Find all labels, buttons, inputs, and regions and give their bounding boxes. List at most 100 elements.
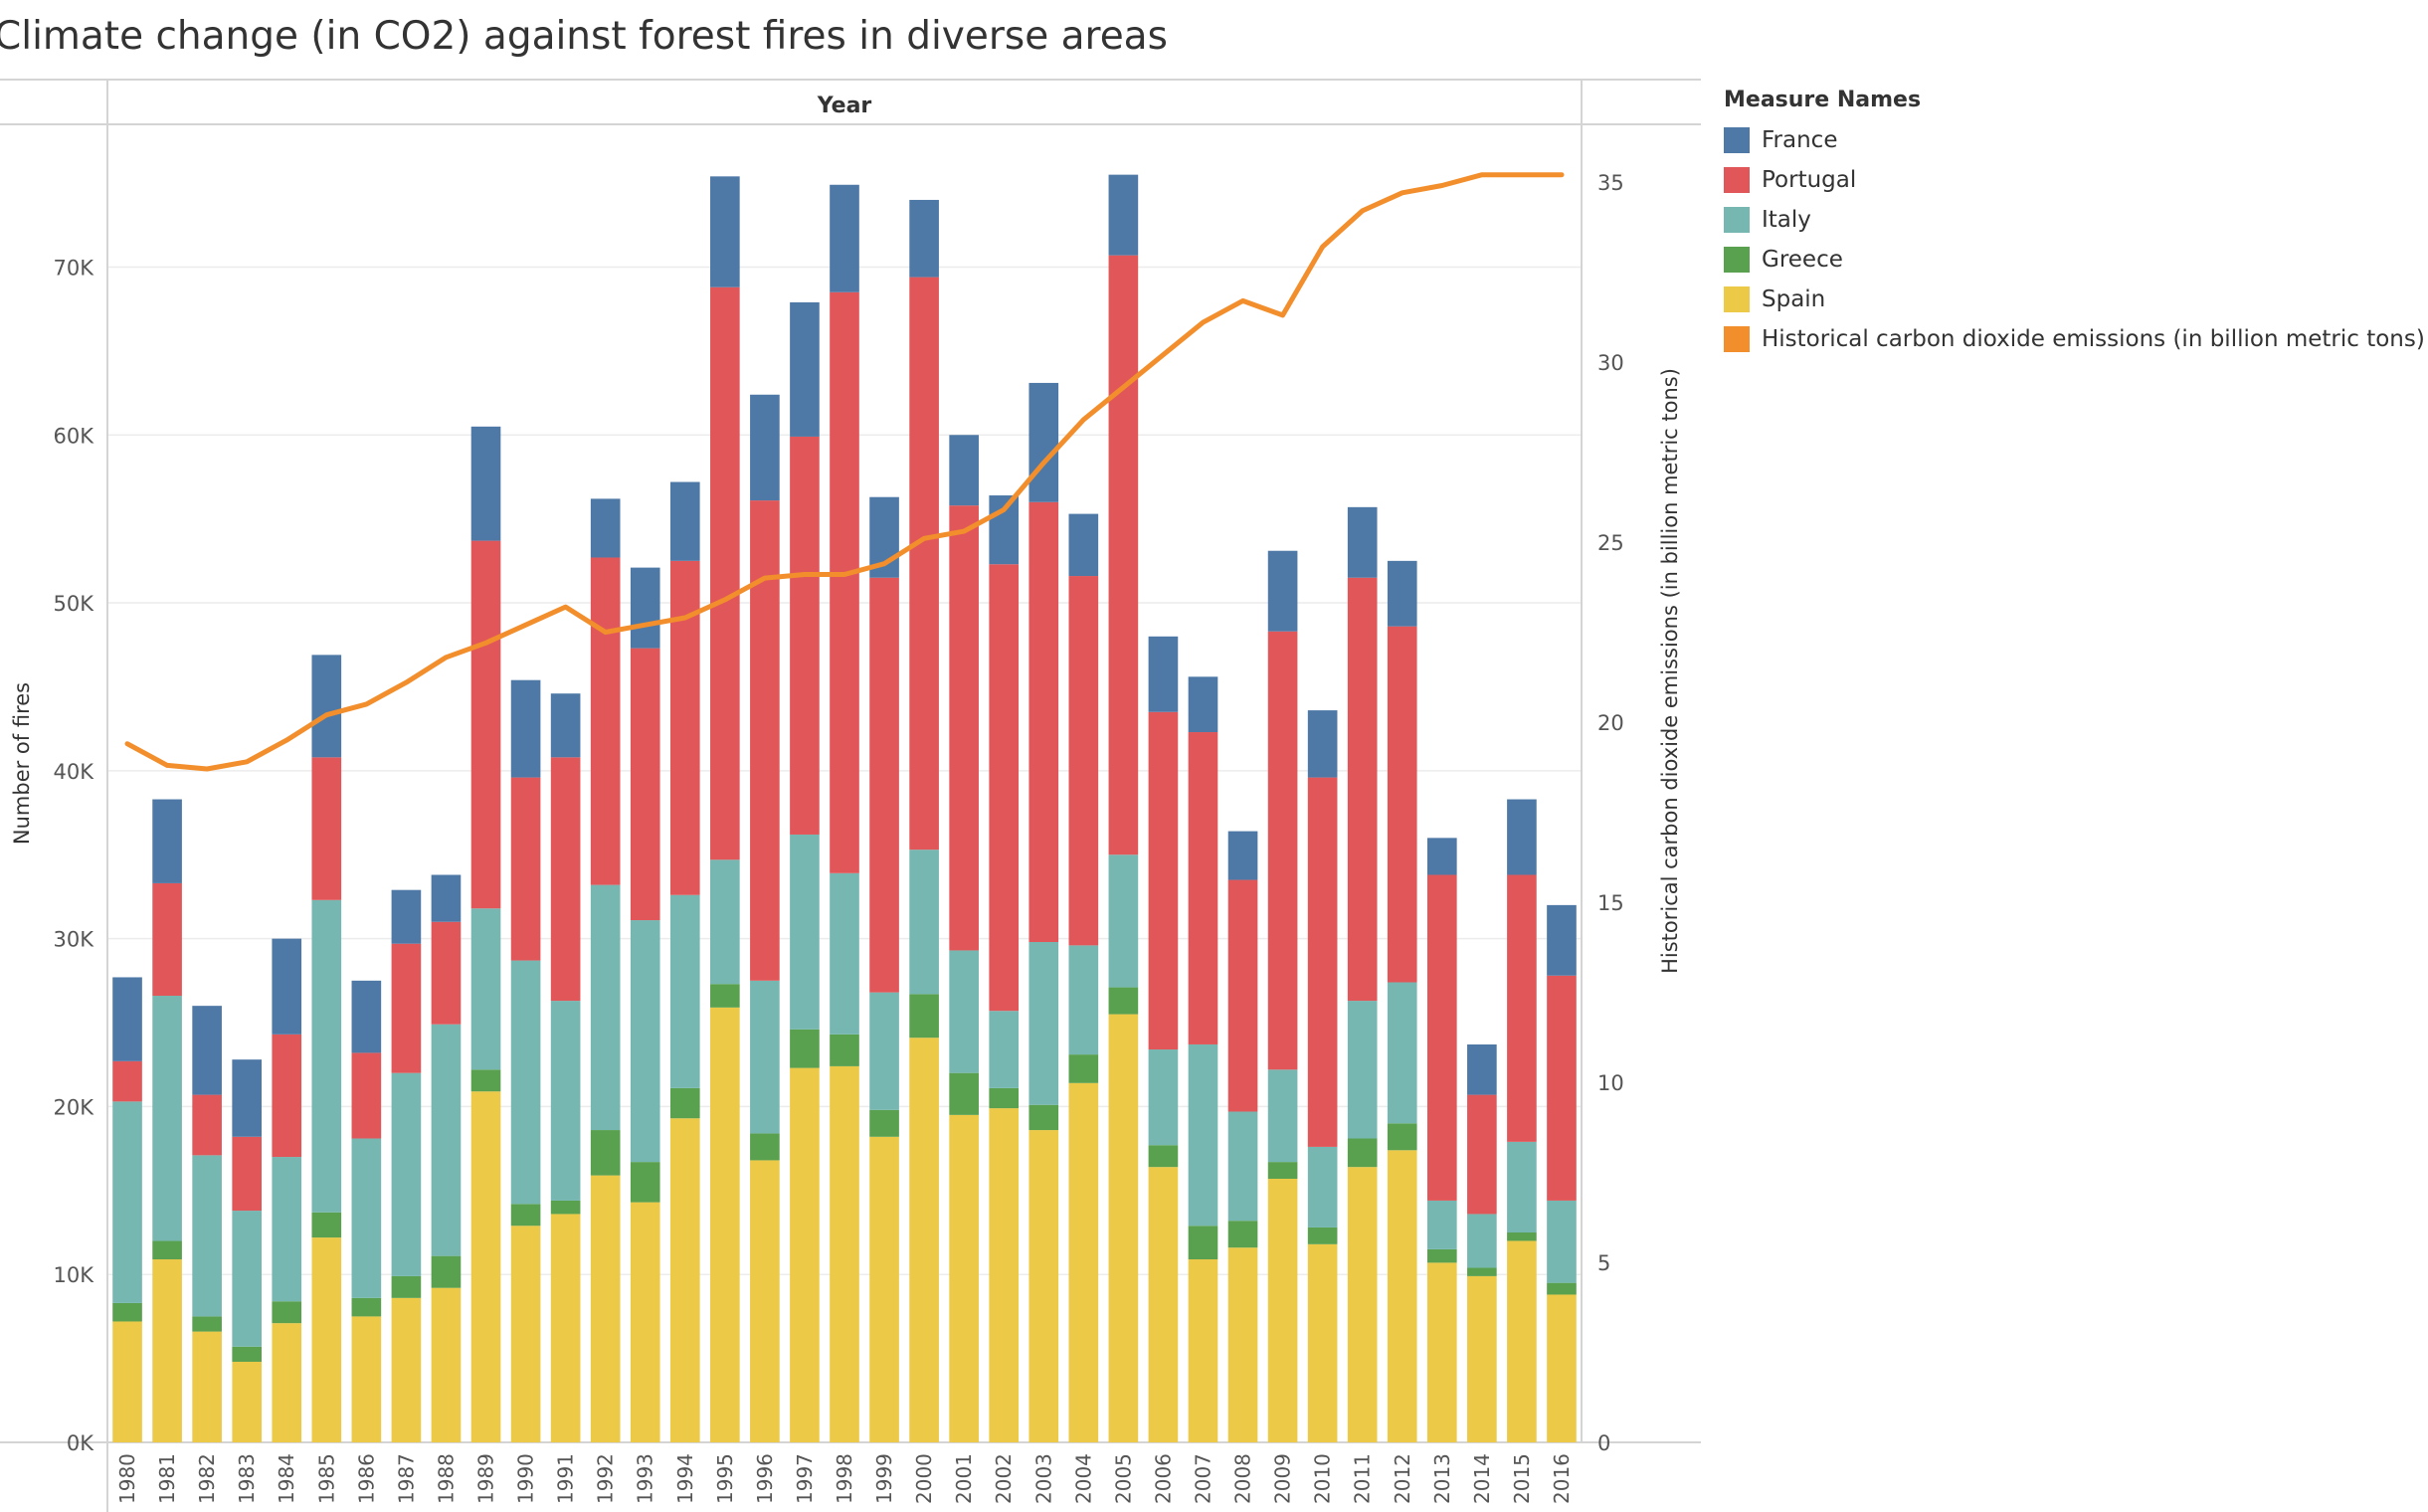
bar-portugal-1993 — [630, 648, 660, 921]
legend-swatch — [1724, 326, 1750, 352]
bar-france-1984 — [272, 938, 302, 1035]
legend-swatch — [1724, 247, 1750, 273]
bar-portugal-2013 — [1426, 874, 1457, 1201]
bar-greece-2000 — [909, 994, 939, 1039]
y2-tick-label: 20 — [1597, 711, 1624, 735]
x-tick-label: 1992 — [594, 1453, 618, 1504]
bar-france-2006 — [1148, 636, 1179, 712]
bar-greece-1999 — [869, 1109, 899, 1137]
bar-france-1986 — [351, 980, 382, 1053]
bar-spain-1999 — [869, 1136, 899, 1442]
bar-portugal-2007 — [1188, 732, 1218, 1044]
bar-greece-1983 — [232, 1346, 263, 1362]
bar-france-2005 — [1108, 174, 1139, 256]
bar-spain-1995 — [710, 1007, 740, 1442]
axes: Year 1980 1981 1982 1983 1984 1985 1986 1987 1988… — [10, 94, 1682, 1504]
bar-greece-1989 — [470, 1069, 501, 1092]
bar-greece-2001 — [949, 1072, 979, 1115]
legend-item[interactable]: Portugal — [1724, 160, 2425, 200]
bar-greece-2008 — [1227, 1221, 1258, 1248]
x-tick-label: 1986 — [354, 1453, 378, 1504]
x-tick-label: 2002 — [992, 1453, 1016, 1504]
bar-france-2000 — [909, 199, 939, 278]
bar-italy-2009 — [1267, 1069, 1298, 1163]
bar-greece-1990 — [510, 1204, 541, 1227]
legend: Measure Names France Portugal Italy Greece S… — [1724, 88, 2425, 359]
legend-item[interactable]: Greece — [1724, 240, 2425, 280]
bar-spain-1992 — [590, 1175, 621, 1442]
bar-greece-1996 — [750, 1133, 780, 1161]
bar-france-1992 — [590, 498, 621, 558]
bar-italy-2001 — [949, 950, 979, 1073]
bar-france-1982 — [192, 1006, 222, 1095]
bar-spain-1996 — [750, 1160, 780, 1442]
bar-portugal-2010 — [1307, 777, 1338, 1147]
bar-france-1987 — [391, 889, 422, 944]
x-tick-label: 2016 — [1550, 1453, 1574, 1504]
bar-spain-2006 — [1148, 1167, 1179, 1442]
bar-spain-2009 — [1267, 1179, 1298, 1442]
x-tick-label: 2008 — [1231, 1453, 1255, 1504]
x-tick-label: 2004 — [1071, 1453, 1095, 1504]
bar-greece-2004 — [1068, 1054, 1099, 1083]
x-tick-label: 1993 — [634, 1453, 657, 1504]
bar-italy-1984 — [272, 1157, 302, 1302]
bar-italy-1995 — [710, 859, 740, 985]
legend-swatch — [1724, 167, 1750, 193]
bar-italy-1994 — [669, 894, 700, 1088]
bar-portugal-1986 — [351, 1052, 382, 1139]
legend-item[interactable]: Spain — [1724, 280, 2425, 319]
bar-portugal-1989 — [470, 540, 501, 909]
bar-italy-2007 — [1188, 1043, 1218, 1227]
legend-label: Historical carbon dioxide emissions (in … — [1762, 326, 2425, 352]
bar-portugal-2004 — [1068, 576, 1099, 946]
bar-portugal-1998 — [830, 291, 859, 873]
bar-italy-2016 — [1547, 1200, 1577, 1283]
legend-swatch — [1724, 207, 1750, 233]
legend-swatch — [1724, 127, 1750, 153]
bar-spain-2015 — [1507, 1240, 1537, 1442]
bar-italy-1996 — [750, 980, 780, 1134]
bar-greece-2016 — [1547, 1282, 1577, 1295]
bar-france-1996 — [750, 394, 780, 501]
bar-greece-2003 — [1028, 1104, 1059, 1131]
bar-france-1997 — [790, 301, 820, 437]
bar-portugal-2015 — [1507, 874, 1537, 1142]
bar-france-2016 — [1547, 904, 1577, 976]
bar-spain-2007 — [1188, 1259, 1218, 1442]
y-axis-title: Number of fires — [10, 682, 34, 845]
bar-italy-1981 — [152, 996, 182, 1241]
bar-greece-1982 — [192, 1316, 222, 1332]
x-tick-label: 2007 — [1191, 1453, 1214, 1504]
bar-portugal-2012 — [1387, 626, 1417, 983]
bar-spain-1990 — [510, 1226, 541, 1442]
bar-greece-2013 — [1426, 1248, 1457, 1263]
bar-france-1990 — [510, 679, 541, 778]
bar-spain-1984 — [272, 1323, 302, 1442]
bar-portugal-1988 — [431, 921, 462, 1025]
bar-portugal-2008 — [1227, 879, 1258, 1112]
bar-spain-2016 — [1547, 1294, 1577, 1442]
bar-greece-2015 — [1507, 1232, 1537, 1241]
bar-france-1985 — [311, 655, 342, 758]
legend-item[interactable]: France — [1724, 120, 2425, 160]
bar-portugal-2005 — [1108, 255, 1139, 855]
x-tick-label: 1998 — [833, 1453, 856, 1504]
bar-spain-1985 — [311, 1237, 342, 1442]
bar-greece-2002 — [989, 1087, 1020, 1109]
bar-portugal-1982 — [192, 1094, 222, 1156]
bar-italy-1980 — [112, 1101, 142, 1303]
bar-spain-1991 — [550, 1214, 581, 1442]
bar-italy-2006 — [1148, 1049, 1179, 1146]
y2-tick-label: 30 — [1597, 351, 1624, 375]
legend-item[interactable]: Italy — [1724, 200, 2425, 240]
bar-italy-2010 — [1307, 1146, 1338, 1228]
x-tick-label: 1980 — [115, 1453, 139, 1504]
bar-italy-2011 — [1347, 1001, 1378, 1139]
x-tick-label: 1991 — [554, 1453, 578, 1504]
bar-france-2007 — [1188, 676, 1218, 733]
chart-frame — [0, 79, 1701, 1512]
legend-item[interactable]: Historical carbon dioxide emissions (in … — [1724, 319, 2425, 359]
bar-portugal-2006 — [1148, 711, 1179, 1050]
